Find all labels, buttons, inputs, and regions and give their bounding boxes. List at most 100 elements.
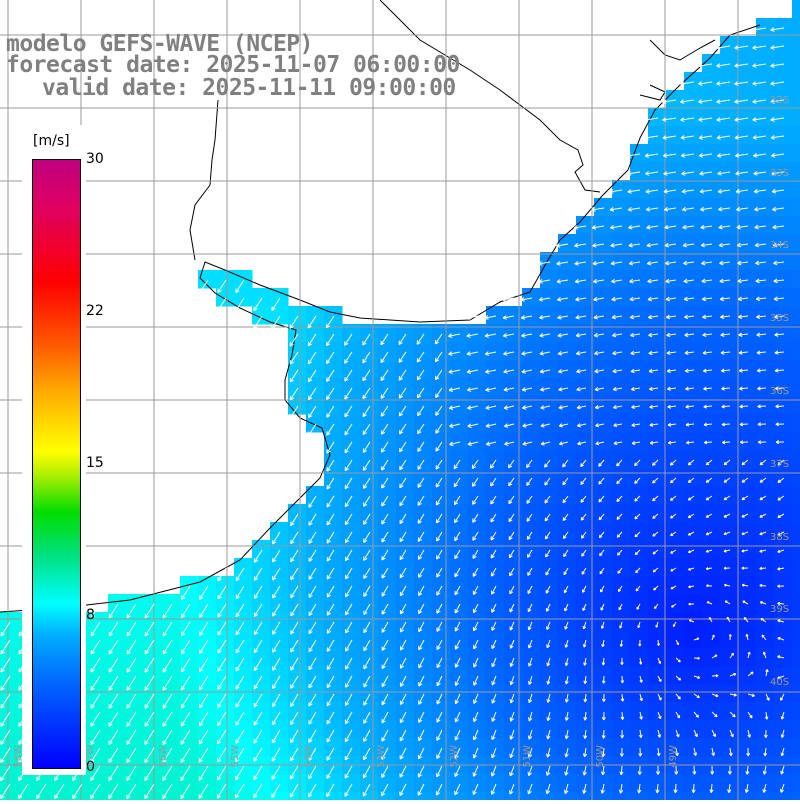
lon-label: 57W bbox=[85, 745, 96, 768]
field-cell bbox=[450, 684, 469, 703]
field-cell bbox=[396, 648, 415, 667]
field-cell bbox=[612, 468, 631, 487]
field-cell bbox=[468, 702, 487, 721]
field-cell bbox=[252, 702, 271, 721]
field-cell bbox=[504, 720, 523, 739]
field-cell bbox=[378, 540, 397, 559]
field-cell bbox=[720, 522, 739, 541]
field-cell bbox=[666, 396, 685, 415]
field-cell bbox=[594, 252, 613, 271]
field-cell bbox=[702, 450, 721, 469]
field-cell bbox=[720, 558, 739, 577]
field-cell bbox=[396, 792, 415, 800]
field-cell bbox=[792, 738, 800, 757]
field-cell bbox=[396, 576, 415, 595]
field-cell bbox=[738, 792, 757, 800]
field-cell bbox=[414, 720, 433, 739]
field-cell bbox=[630, 180, 649, 199]
field-cell bbox=[756, 108, 775, 127]
field-cell bbox=[792, 414, 800, 433]
field-cell bbox=[720, 432, 739, 451]
field-cell bbox=[558, 540, 577, 559]
field-cell bbox=[360, 558, 379, 577]
field-cell bbox=[252, 720, 271, 739]
field-cell bbox=[612, 522, 631, 541]
field-cell bbox=[630, 540, 649, 559]
field-cell bbox=[450, 702, 469, 721]
field-cell bbox=[720, 720, 739, 739]
field-cell bbox=[648, 180, 667, 199]
colorbar-tick-8: 8 bbox=[86, 607, 95, 623]
field-cell bbox=[468, 414, 487, 433]
field-cell bbox=[540, 378, 559, 397]
field-cell bbox=[450, 378, 469, 397]
field-cell bbox=[648, 648, 667, 667]
field-cell bbox=[666, 684, 685, 703]
field-cell bbox=[396, 414, 415, 433]
field-cell bbox=[396, 738, 415, 757]
field-cell bbox=[396, 684, 415, 703]
field-cell bbox=[558, 558, 577, 577]
field-cell bbox=[666, 378, 685, 397]
field-cell bbox=[486, 360, 505, 379]
field-cell bbox=[720, 540, 739, 559]
field-cell bbox=[504, 630, 523, 649]
field-cell bbox=[378, 450, 397, 469]
field-cell bbox=[630, 144, 649, 163]
field-cell bbox=[288, 306, 307, 325]
field-cell bbox=[594, 432, 613, 451]
field-cell bbox=[432, 558, 451, 577]
field-cell bbox=[594, 468, 613, 487]
field-cell bbox=[432, 612, 451, 631]
field-cell bbox=[468, 720, 487, 739]
field-cell bbox=[234, 702, 253, 721]
field-cell bbox=[486, 702, 505, 721]
field-cell bbox=[684, 144, 703, 163]
lon-label: 58W bbox=[13, 745, 24, 768]
lon-label: 55W bbox=[230, 745, 241, 768]
field-cell bbox=[450, 432, 469, 451]
field-cell bbox=[612, 396, 631, 415]
field-cell bbox=[378, 396, 397, 415]
field-cell bbox=[774, 576, 793, 595]
field-cell bbox=[630, 162, 649, 181]
field-cell bbox=[540, 270, 559, 289]
field-cell bbox=[594, 378, 613, 397]
field-cell bbox=[684, 594, 703, 613]
field-cell bbox=[792, 684, 800, 703]
forecast-date: forecast date: 2025-11-07 06:00:00 bbox=[6, 54, 460, 77]
field-cell bbox=[756, 504, 775, 523]
field-cell bbox=[468, 738, 487, 757]
field-cell bbox=[252, 738, 271, 757]
field-cell bbox=[324, 648, 343, 667]
field-cell bbox=[450, 360, 469, 379]
field-cell bbox=[720, 180, 739, 199]
field-cell bbox=[414, 432, 433, 451]
field-cell bbox=[612, 576, 631, 595]
field-cell bbox=[756, 468, 775, 487]
field-cell bbox=[486, 432, 505, 451]
field-cell bbox=[792, 144, 800, 163]
field-cell bbox=[504, 414, 523, 433]
field-cell bbox=[648, 504, 667, 523]
field-cell bbox=[468, 360, 487, 379]
field-cell bbox=[630, 684, 649, 703]
field-cell bbox=[378, 684, 397, 703]
field-cell bbox=[648, 468, 667, 487]
field-cell bbox=[234, 666, 253, 685]
field-cell bbox=[792, 306, 800, 325]
lon-label: 51W bbox=[522, 745, 533, 768]
field-cell bbox=[414, 360, 433, 379]
field-cell bbox=[648, 666, 667, 685]
field-cell bbox=[630, 396, 649, 415]
field-cell bbox=[774, 144, 793, 163]
field-cell bbox=[378, 594, 397, 613]
field-cell bbox=[792, 162, 800, 181]
field-cell bbox=[612, 414, 631, 433]
field-cell bbox=[486, 792, 505, 800]
field-cell bbox=[432, 450, 451, 469]
field-cell bbox=[702, 360, 721, 379]
field-cell bbox=[666, 162, 685, 181]
field-cell bbox=[414, 630, 433, 649]
field-cell bbox=[630, 216, 649, 235]
